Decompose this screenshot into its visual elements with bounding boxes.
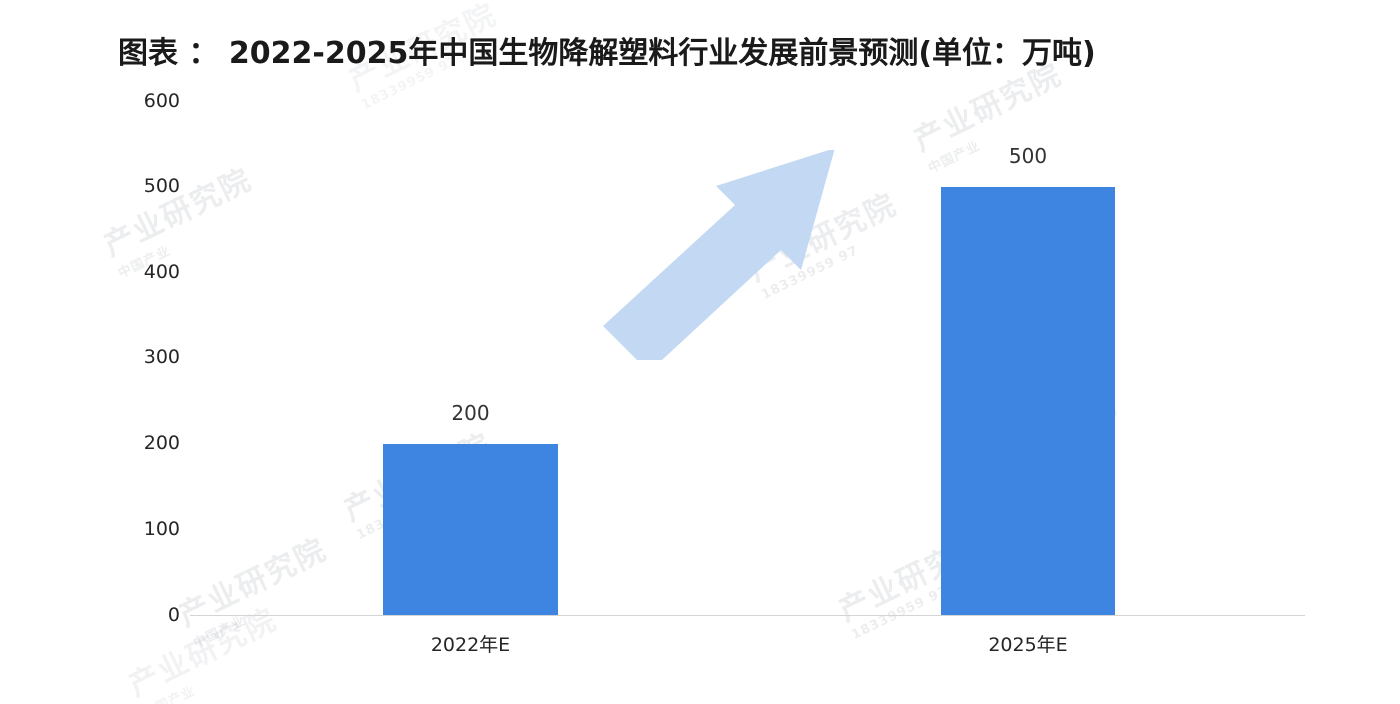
y-tick-500: 500 — [143, 175, 180, 197]
y-axis: 600 500 400 300 200 100 0 — [110, 0, 180, 704]
x-axis-line — [190, 615, 1305, 616]
y-tick-600: 600 — [143, 90, 180, 112]
y-tick-200: 200 — [143, 432, 180, 454]
bar-2025[interactable] — [941, 186, 1115, 615]
y-tick-0: 0 — [167, 604, 180, 626]
x-tick-2022: 2022年E — [430, 634, 511, 656]
bar-2022[interactable] — [383, 443, 558, 615]
bar-label-2022: 200 — [451, 400, 490, 425]
x-tick-2025: 2025年E — [988, 634, 1068, 656]
bar-label-2025: 500 — [1008, 143, 1048, 168]
y-tick-100: 100 — [143, 518, 180, 540]
y-tick-400: 400 — [143, 261, 180, 283]
chart-title: 图表 ： 2022-2025年中国生物降解塑料行业发展前景预测(单位：万吨) — [118, 36, 1096, 71]
y-tick-300: 300 — [143, 346, 180, 368]
